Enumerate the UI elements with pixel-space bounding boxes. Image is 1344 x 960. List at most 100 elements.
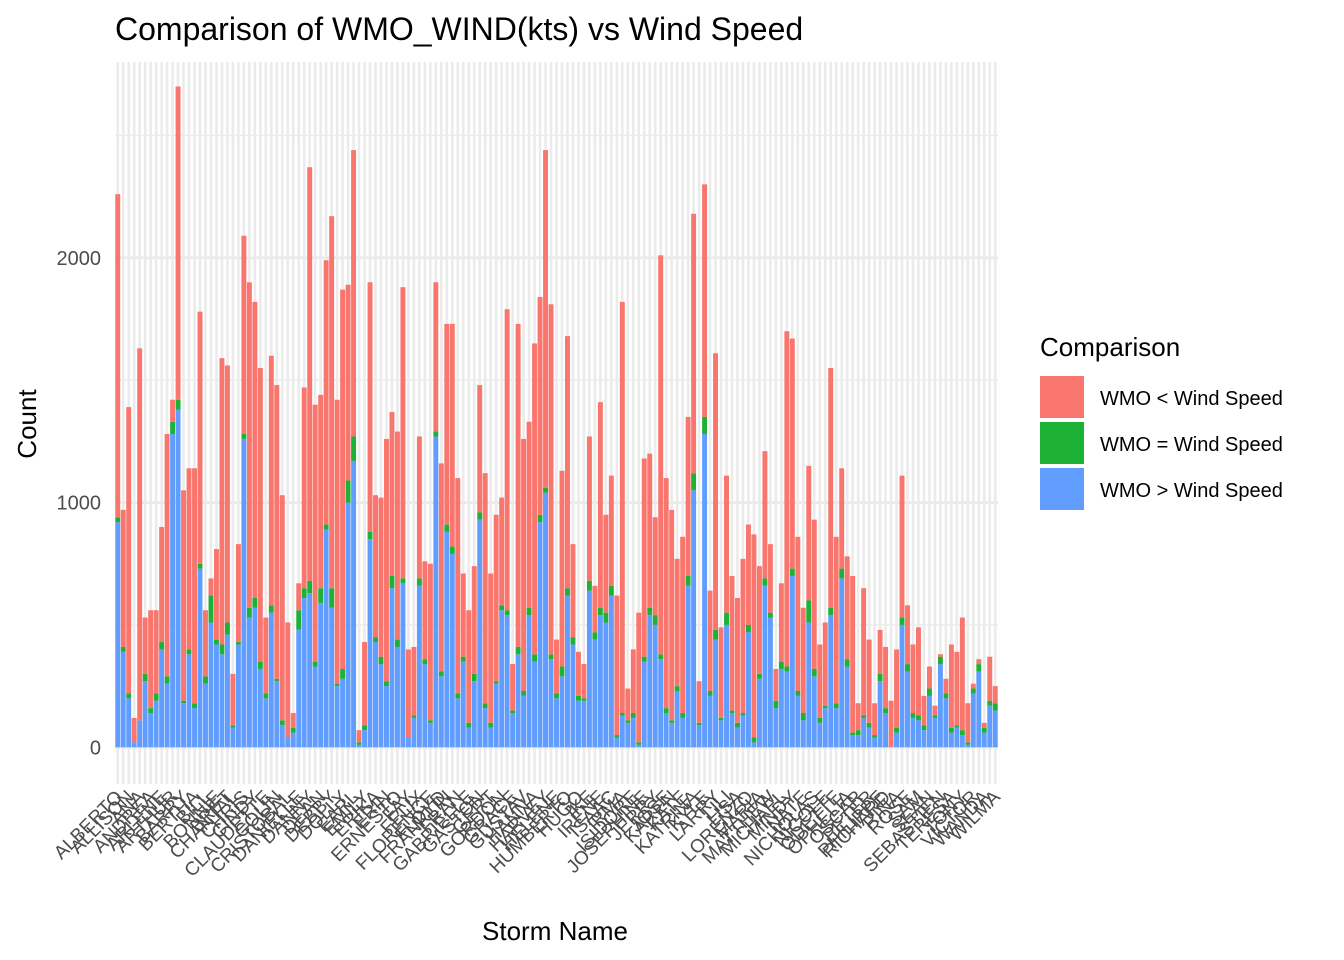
bar-wmo-equal [153, 693, 159, 701]
bar-wmo-less [932, 705, 938, 716]
bar-wmo-less [575, 651, 581, 696]
bar-wmo-less [625, 688, 631, 721]
bar-wmo-greater [970, 693, 976, 748]
bar-wmo-greater [855, 735, 861, 748]
bar-wmo-less [537, 296, 543, 515]
bar-wmo-greater [318, 602, 324, 748]
bar-wmo-less [224, 365, 230, 623]
bar-wmo-greater [175, 409, 181, 748]
bar-wmo-greater [603, 622, 609, 748]
bar-wmo-greater [186, 654, 192, 748]
bar-wmo-equal [586, 580, 592, 591]
bar-wmo-greater [828, 615, 834, 748]
bar-wmo-equal [811, 668, 817, 677]
bar-wmo-equal [735, 722, 740, 728]
bar-wmo-greater [921, 730, 927, 748]
bar-wmo-greater [521, 695, 527, 748]
bar-wmo-equal [197, 563, 203, 569]
bar-wmo-equal [159, 642, 165, 650]
bar-wmo-less [954, 651, 960, 726]
bar-wmo-greater [466, 727, 472, 748]
bar-wmo-less [164, 434, 170, 677]
bar-wmo-greater [471, 681, 477, 748]
bar-wmo-greater [504, 615, 510, 748]
bar-wmo-greater [932, 717, 938, 748]
bar-wmo-greater [976, 671, 982, 748]
bar-wmo-greater [203, 683, 208, 748]
bar-wmo-less [592, 585, 598, 633]
bar-wmo-less [839, 468, 845, 569]
bar-wmo-equal [608, 585, 614, 596]
bar-wmo-less [422, 561, 428, 660]
bar-wmo-less [608, 475, 614, 586]
bar-wmo-greater [696, 725, 702, 748]
bar-wmo-less [735, 597, 740, 723]
bar-wmo-less [674, 558, 680, 687]
bar-wmo-less [959, 617, 965, 731]
bar-wmo-greater [515, 654, 521, 748]
bar-wmo-greater [367, 539, 373, 748]
bar-wmo-equal [641, 656, 647, 662]
bar-wmo-greater [559, 676, 565, 748]
bar-wmo-less [307, 167, 313, 581]
y-axis-ticks: 0 1000 2000 [57, 248, 102, 759]
bar-wmo-greater [148, 713, 154, 748]
bar-wmo-greater [663, 713, 669, 748]
bar-wmo-equal [751, 737, 757, 743]
bar-wmo-less [855, 703, 861, 731]
bar-wmo-greater [778, 668, 784, 748]
bar-wmo-equal [274, 678, 280, 682]
bar-wmo-less [510, 664, 516, 711]
bar-wmo-equal [345, 480, 351, 503]
bar-wmo-less [142, 617, 148, 674]
bar-wmo-greater [131, 742, 137, 748]
bar-wmo-less [340, 289, 346, 669]
bar-wmo-equal [301, 588, 307, 598]
bar-wmo-equal [460, 656, 466, 662]
bar-wmo-equal [257, 661, 263, 669]
bar-wmo-equal [992, 703, 998, 711]
bar-wmo-equal [778, 661, 784, 669]
bar-wmo-equal [636, 742, 642, 745]
bar-wmo-equal [246, 607, 252, 618]
bar-wmo-equal [148, 708, 154, 714]
bar-wmo-equal [126, 693, 132, 699]
bar-wmo-greater [641, 661, 647, 748]
bar-wmo-greater [449, 553, 455, 748]
bar-wmo-equal [477, 512, 483, 520]
bar-wmo-less [405, 649, 411, 738]
bar-wmo-equal [510, 710, 516, 714]
legend-items: WMO < Wind Speed WMO = Wind Speed WMO > Wi… [1040, 376, 1283, 510]
bar-wmo-less [548, 304, 554, 655]
bar-wmo-less [916, 627, 921, 716]
y-tick-label: 0 [90, 737, 101, 759]
bar-wmo-greater [795, 695, 801, 748]
bar-wmo-equal [740, 713, 746, 716]
bar-wmo-less [170, 399, 176, 422]
bar-wmo-equal [224, 622, 230, 635]
bar-wmo-less [334, 399, 340, 684]
bar-wmo-less [822, 622, 828, 706]
bar-wmo-greater [340, 678, 346, 748]
y-tick-label: 2000 [57, 248, 102, 270]
bar-wmo-greater [268, 612, 274, 748]
bar-wmo-equal [263, 693, 269, 699]
bar-wmo-equal [877, 673, 883, 682]
bar-wmo-equal [323, 524, 329, 530]
bar-wmo-less [290, 713, 296, 728]
bar-wmo-equal [581, 698, 587, 701]
bar-wmo-greater [257, 668, 263, 748]
bar-wmo-equal [373, 637, 378, 643]
bar-wmo-equal [394, 639, 400, 647]
bar-wmo-greater [526, 615, 532, 748]
bar-wmo-equal [652, 615, 658, 625]
bar-wmo-greater [762, 585, 768, 748]
bar-wmo-greater [965, 744, 971, 748]
bar-wmo-greater [751, 742, 757, 748]
bar-wmo-equal [685, 575, 691, 586]
bar-wmo-greater [126, 698, 132, 748]
bar-wmo-equal [422, 659, 428, 665]
bar-wmo-equal [839, 568, 845, 579]
bar-wmo-equal [367, 531, 373, 540]
